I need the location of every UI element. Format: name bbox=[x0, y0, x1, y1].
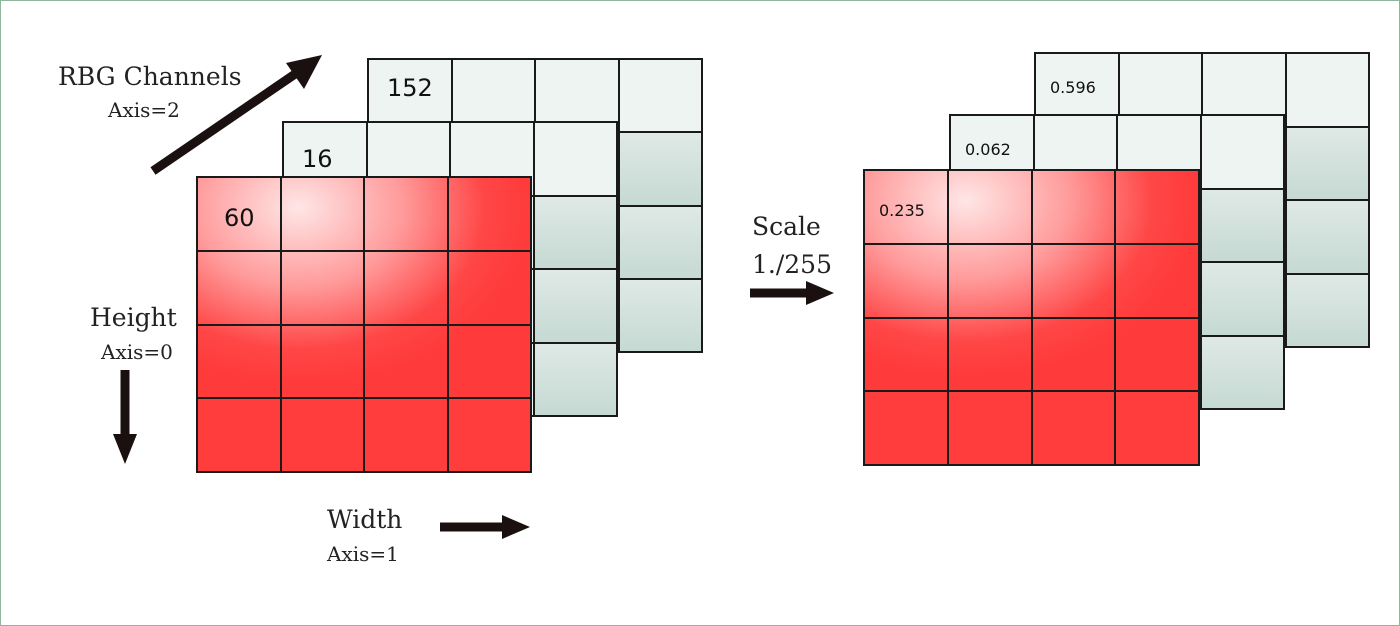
grid-cell bbox=[1201, 336, 1285, 410]
grid-cell bbox=[534, 343, 618, 417]
grid-cell bbox=[448, 399, 532, 473]
grid-cell: 60 bbox=[198, 178, 282, 252]
width-arrow-icon bbox=[440, 515, 530, 539]
grid-cell bbox=[281, 251, 365, 326]
grid-cell bbox=[281, 325, 365, 400]
grid-cell bbox=[1032, 244, 1117, 319]
grid-cell bbox=[365, 251, 449, 326]
height-label: Height bbox=[90, 303, 177, 332]
left-b-value: 152 bbox=[387, 74, 433, 102]
grid-cell bbox=[1286, 54, 1370, 128]
height-arrow-icon bbox=[113, 370, 137, 464]
grid-cell bbox=[1032, 171, 1117, 245]
grid-cell bbox=[1116, 171, 1200, 245]
grid-cell bbox=[948, 244, 1033, 319]
grid-cell bbox=[865, 318, 949, 393]
left-g-value: 16 bbox=[302, 145, 333, 173]
grid-cell bbox=[1201, 189, 1285, 263]
width-axis-label: Axis=1 bbox=[327, 542, 399, 566]
grid-cell bbox=[365, 325, 449, 400]
grid-cell bbox=[534, 196, 618, 270]
grid-cell bbox=[948, 318, 1033, 393]
grid-cell bbox=[1286, 201, 1370, 275]
grid-cell bbox=[619, 133, 703, 207]
grid-cell bbox=[948, 171, 1033, 245]
grid-cell: 0.235 bbox=[865, 171, 949, 245]
grid-cell bbox=[198, 325, 282, 400]
grid-cell bbox=[948, 392, 1033, 466]
grid-cell bbox=[534, 123, 618, 197]
grid-cell bbox=[619, 279, 703, 353]
grid-cell bbox=[1032, 392, 1117, 466]
left-r-value: 60 bbox=[224, 204, 255, 232]
grid-cell bbox=[1116, 318, 1200, 393]
grid-cell bbox=[1116, 392, 1200, 466]
height-axis-label: Axis=0 bbox=[101, 340, 173, 364]
grid-cell bbox=[448, 178, 532, 252]
grid-cell bbox=[534, 270, 618, 344]
scale-value-label: 1./255 bbox=[752, 250, 832, 279]
width-label: Width bbox=[327, 505, 403, 534]
channels-arrow-icon bbox=[150, 55, 322, 175]
grid-cell bbox=[281, 399, 365, 473]
grid-cell bbox=[1286, 127, 1370, 201]
channels-label: RBG Channels bbox=[58, 62, 242, 91]
grid-cell bbox=[619, 60, 703, 134]
grid-cell bbox=[1286, 274, 1370, 348]
left-channel-r-grid: 60 bbox=[196, 176, 532, 473]
channels-axis-label: Axis=2 bbox=[108, 98, 180, 122]
grid-cell bbox=[865, 244, 949, 319]
right-g-value: 0.062 bbox=[965, 140, 1011, 159]
grid-cell bbox=[1032, 318, 1117, 393]
grid-cell bbox=[619, 206, 703, 280]
grid-cell bbox=[365, 178, 449, 252]
grid-cell bbox=[281, 178, 365, 252]
right-channel-r-grid: 0.235 bbox=[863, 169, 1200, 466]
scale-arrow-icon bbox=[750, 281, 834, 305]
grid-cell bbox=[198, 399, 282, 473]
grid-cell bbox=[448, 251, 532, 326]
grid-cell bbox=[198, 251, 282, 326]
grid-cell bbox=[1116, 244, 1200, 319]
grid-cell bbox=[865, 392, 949, 466]
grid-cell bbox=[1201, 263, 1285, 337]
grid-cell bbox=[1201, 116, 1285, 190]
right-r-value: 0.235 bbox=[879, 201, 925, 220]
grid-cell bbox=[365, 399, 449, 473]
grid-cell bbox=[448, 325, 532, 400]
right-b-value: 0.596 bbox=[1050, 78, 1096, 97]
scale-label: Scale bbox=[752, 212, 821, 241]
